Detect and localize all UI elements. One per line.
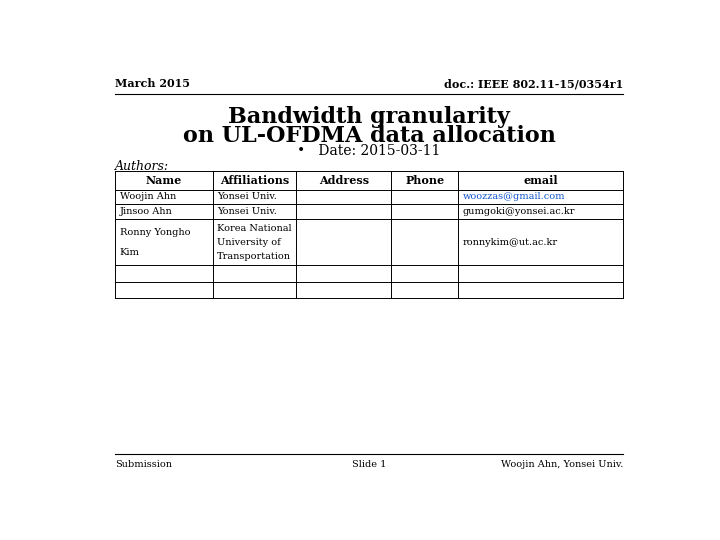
Text: University of: University of (217, 238, 281, 247)
Text: woozzas@gmail.com: woozzas@gmail.com (463, 192, 565, 201)
Text: Yonsei Univ.: Yonsei Univ. (217, 207, 277, 217)
Text: Transportation: Transportation (217, 252, 291, 261)
Text: ronnykim@ut.ac.kr: ronnykim@ut.ac.kr (463, 238, 558, 247)
Text: Name: Name (146, 174, 182, 186)
Text: Bandwidth granularity: Bandwidth granularity (228, 106, 510, 129)
Text: Submission: Submission (115, 460, 172, 469)
Text: doc.: IEEE 802.11-15/0354r1: doc.: IEEE 802.11-15/0354r1 (444, 78, 623, 89)
Text: Slide 1: Slide 1 (352, 460, 386, 469)
Text: Jinsoo Ahn: Jinsoo Ahn (120, 207, 172, 217)
Text: Address: Address (319, 174, 369, 186)
Text: email: email (523, 174, 558, 186)
Text: Kim: Kim (120, 248, 140, 257)
Text: on UL-OFDMA data allocation: on UL-OFDMA data allocation (183, 125, 555, 147)
Text: Authors:: Authors: (115, 160, 169, 173)
Text: Woojin Ahn, Yonsei Univ.: Woojin Ahn, Yonsei Univ. (500, 460, 623, 469)
Text: Korea National: Korea National (217, 224, 292, 233)
Text: March 2015: March 2015 (115, 78, 190, 89)
Text: Ronny Yongho: Ronny Yongho (120, 228, 190, 237)
Text: Affiliations: Affiliations (220, 174, 289, 186)
Text: •   Date: 2015-03-11: • Date: 2015-03-11 (297, 144, 441, 158)
Text: Woojin Ahn: Woojin Ahn (120, 192, 176, 201)
Text: gumgoki@yonsei.ac.kr: gumgoki@yonsei.ac.kr (463, 207, 575, 217)
Text: Yonsei Univ.: Yonsei Univ. (217, 192, 277, 201)
Text: Phone: Phone (405, 174, 444, 186)
